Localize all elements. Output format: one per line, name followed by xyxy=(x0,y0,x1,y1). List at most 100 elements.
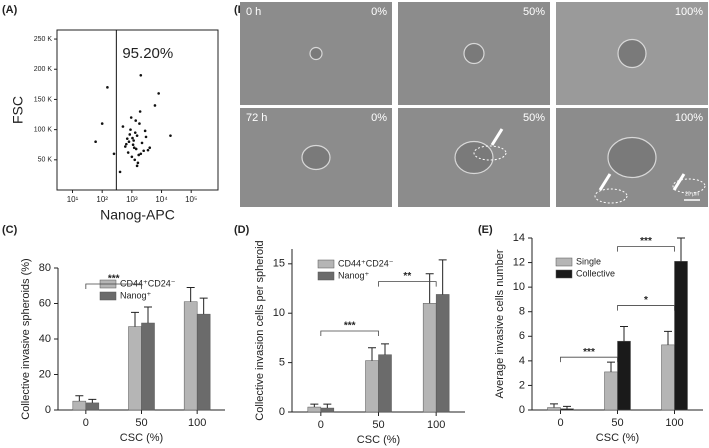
y-tick-label: 80 xyxy=(39,262,51,274)
x-tick-label: 100 xyxy=(427,419,445,431)
bar xyxy=(422,303,437,413)
panel-label: (E) xyxy=(478,224,493,236)
scatter-point xyxy=(169,134,172,137)
y-tick-label: 100 K xyxy=(34,126,53,133)
x-tick-label: 50 xyxy=(372,419,384,431)
y-tick-label: 250 K xyxy=(34,36,53,43)
error-bar xyxy=(425,273,434,304)
error-bar xyxy=(186,287,195,302)
x-tick-label: 50 xyxy=(611,417,623,429)
bar xyxy=(365,360,379,413)
invasion-outline xyxy=(473,145,507,161)
arrow xyxy=(672,173,686,191)
bar xyxy=(560,408,574,411)
x-tick-label: 10³ xyxy=(126,195,138,204)
y-tick-label: 10 xyxy=(513,281,525,293)
panel-label: (D) xyxy=(234,224,250,236)
scatter-point xyxy=(134,147,138,151)
bar xyxy=(604,371,618,411)
scatter-point xyxy=(157,92,160,95)
error-bar xyxy=(381,343,389,355)
bar xyxy=(196,313,211,411)
y-tick-label: 20 xyxy=(39,368,51,380)
significance-label: *** xyxy=(583,347,595,358)
scatter-point xyxy=(139,152,143,156)
scatter-point xyxy=(135,164,139,168)
x-tick-label: 100 xyxy=(665,417,683,429)
scatter-point xyxy=(133,158,137,162)
significance-bracket xyxy=(85,283,142,289)
panel-label: (C) xyxy=(2,224,18,236)
scatter-point xyxy=(131,136,134,140)
scatter-point xyxy=(138,110,142,113)
error-bar xyxy=(131,311,139,327)
significance-label: *** xyxy=(640,236,652,247)
panel-label: (A) xyxy=(2,4,18,16)
scatter-point xyxy=(127,140,131,143)
y-tick-label: 200 K xyxy=(34,66,53,73)
error-bar xyxy=(438,259,447,295)
bar xyxy=(378,354,392,413)
legend-swatch xyxy=(317,271,335,281)
invasion-outline xyxy=(672,178,706,194)
significance-label: ** xyxy=(403,271,411,282)
x-tick-label: 100 xyxy=(188,417,206,429)
x-tick-label: 50 xyxy=(135,417,147,429)
x-axis-label: Nanog-APC xyxy=(100,207,175,223)
arrow xyxy=(490,128,504,146)
bar xyxy=(547,407,561,411)
scatter-point xyxy=(123,145,127,148)
scatter-point xyxy=(129,116,133,119)
scatter-point xyxy=(128,133,132,136)
bar xyxy=(435,294,450,413)
plot-frame xyxy=(56,29,219,191)
scatter-point xyxy=(134,119,138,122)
legend-label: Single xyxy=(576,256,601,266)
legend-label: CD44⁺CD24⁻ xyxy=(120,278,176,288)
spheroid xyxy=(463,42,485,65)
y-tick-label: 2 xyxy=(519,379,525,391)
x-tick-label: 10⁵ xyxy=(185,195,197,204)
error-bar xyxy=(550,403,558,408)
y-axis-label: FSC xyxy=(10,96,26,124)
spheroid xyxy=(309,46,323,61)
error-bar xyxy=(677,237,685,262)
y-tick-label: 60 xyxy=(39,297,51,309)
bar xyxy=(320,407,335,413)
scatter-point xyxy=(94,140,97,143)
significance-bracket xyxy=(617,246,675,252)
x-tick-label: 0 xyxy=(557,417,563,429)
significance-label: *** xyxy=(344,321,356,332)
scatter-point xyxy=(133,131,137,134)
bar xyxy=(141,322,155,411)
scatter-point xyxy=(106,86,109,89)
scatter-point xyxy=(144,135,148,139)
y-tick-label: 12 xyxy=(513,256,525,268)
scatter-point xyxy=(130,155,134,159)
y-axis-label: Collective invasive spheroids (%) xyxy=(20,258,32,419)
spheroid xyxy=(607,136,657,179)
bar xyxy=(183,301,198,411)
scatter-point xyxy=(136,161,140,165)
bar xyxy=(128,326,142,411)
bar xyxy=(307,406,322,413)
bar xyxy=(85,402,100,411)
scatter-point xyxy=(100,122,104,125)
scatter-point xyxy=(132,139,135,142)
scatter-point xyxy=(125,142,128,146)
arrow xyxy=(598,173,612,191)
x-axis-label: CSC (%) xyxy=(357,434,400,446)
significance-label: *** xyxy=(108,274,120,285)
error-bar xyxy=(75,395,84,402)
error-bar xyxy=(144,306,152,324)
x-axis-label: CSC (%) xyxy=(596,432,639,444)
time-label: 0 h xyxy=(246,6,261,18)
spheroid xyxy=(301,144,331,171)
error-bar xyxy=(199,297,208,315)
legend-swatch xyxy=(99,291,117,301)
legend-label: Nanog⁺ xyxy=(338,270,370,280)
significance-bracket xyxy=(378,281,437,287)
y-tick-label: 6 xyxy=(519,330,525,342)
legend-label: CD44⁺CD24⁻ xyxy=(338,258,394,268)
error-bar xyxy=(563,405,571,409)
